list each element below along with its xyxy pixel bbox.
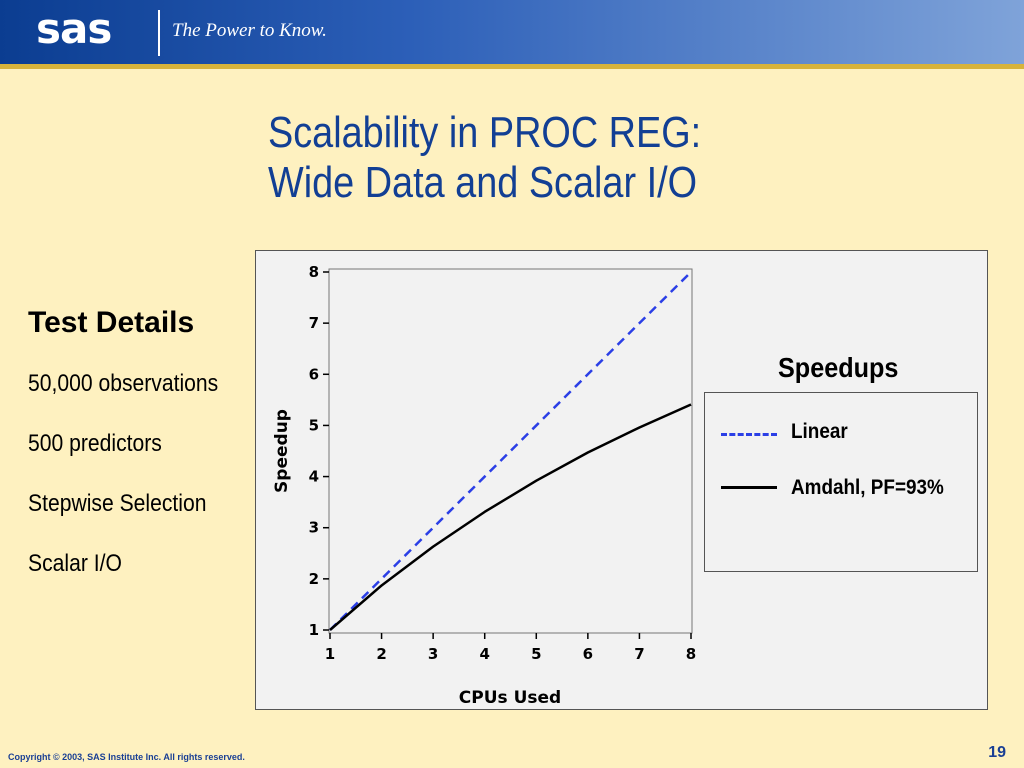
legend-box: Linear Amdahl, PF=93% xyxy=(704,392,978,572)
y-tick-label: 8 xyxy=(309,263,319,281)
speedup-chart: 1 2 3 4 5 6 7 8 1 2 3 4 5 6 7 8 CPUs Used Speedup xyxy=(272,263,697,708)
copyright-notice: Copyright © 2003, SAS Institute Inc. All… xyxy=(8,752,245,762)
x-tick-label: 5 xyxy=(531,645,541,663)
detail-io: Scalar I/O xyxy=(28,550,122,577)
x-tick-label: 8 xyxy=(686,645,696,663)
detail-observations: 50,000 observations xyxy=(28,370,219,397)
legend-label-linear: Linear xyxy=(791,420,848,443)
header-bar: sas The Power to Know. xyxy=(0,0,1024,64)
y-tick-label: 7 xyxy=(309,314,319,332)
y-tick-label: 1 xyxy=(309,621,319,639)
legend-swatch-linear xyxy=(721,433,777,436)
legend-label-amdahl: Amdahl, PF=93% xyxy=(791,476,944,499)
legend-title: Speedups xyxy=(778,352,899,383)
slide-title: Scalability in PROC REG: Wide Data and S… xyxy=(268,108,701,208)
y-axis-title: Speedup xyxy=(272,409,292,493)
test-details-heading: Test Details xyxy=(28,306,195,339)
page-number: 19 xyxy=(988,744,1006,761)
series-lines xyxy=(329,271,692,631)
slide-title-line1: Scalability in PROC REG: xyxy=(268,108,702,157)
amdahl-series-line xyxy=(329,403,692,631)
axis-ticks: 1 2 3 4 5 6 7 8 1 2 3 4 5 6 7 8 xyxy=(309,263,697,663)
slide-title-line2: Wide Data and Scalar I/O xyxy=(268,158,698,207)
logo-divider xyxy=(158,10,160,56)
x-axis-title: CPUs Used xyxy=(459,688,561,708)
linear-series-line xyxy=(329,271,692,631)
y-tick-label: 2 xyxy=(309,570,319,588)
legend-swatch-amdahl xyxy=(721,486,777,489)
y-tick-label: 6 xyxy=(309,365,319,383)
y-tick-label: 3 xyxy=(309,519,319,537)
tagline: The Power to Know. xyxy=(172,20,327,41)
sas-logo: sas xyxy=(36,4,112,53)
x-tick-label: 1 xyxy=(325,645,335,663)
detail-selection: Stepwise Selection xyxy=(28,490,207,517)
y-tick-label: 5 xyxy=(309,416,319,434)
y-tick-label: 4 xyxy=(309,468,319,486)
x-tick-label: 4 xyxy=(479,645,489,663)
x-tick-label: 6 xyxy=(583,645,593,663)
detail-predictors: 500 predictors xyxy=(28,430,162,457)
x-tick-label: 3 xyxy=(428,645,438,663)
x-tick-label: 2 xyxy=(376,645,386,663)
plot-frame xyxy=(328,268,693,634)
header-rule xyxy=(0,64,1024,69)
x-tick-label: 7 xyxy=(634,645,644,663)
